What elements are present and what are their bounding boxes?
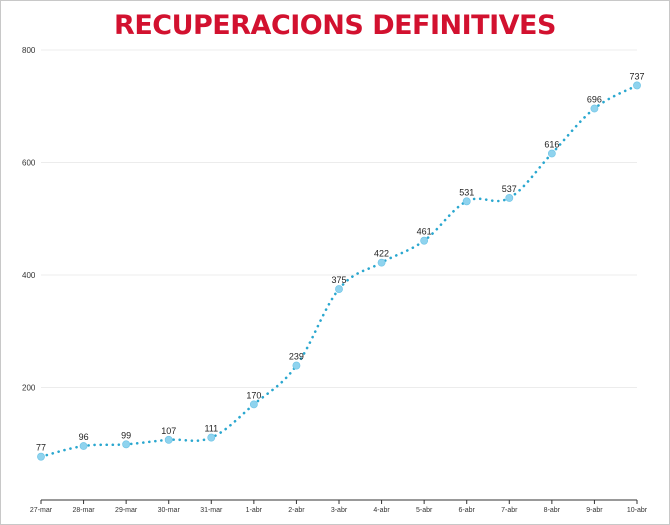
data-point — [249, 400, 258, 409]
data-labels: 77 96 99 107 111 170 239 375 422 461 531 537 616 696 7… — [36, 71, 645, 452]
grid-lines — [41, 49, 637, 388]
data-points — [37, 81, 641, 461]
data-label: 96 — [79, 432, 89, 442]
data-point — [335, 285, 343, 293]
data-label: 111 — [204, 424, 218, 434]
x-tick-label: 6-abr — [459, 507, 476, 514]
data-point — [505, 194, 514, 202]
x-tick-label: 10-abr — [627, 507, 648, 514]
data-label: 696 — [587, 95, 602, 105]
x-tick-label: 31-mar — [200, 507, 223, 514]
data-label: 537 — [502, 184, 517, 194]
data-label: 616 — [544, 140, 559, 150]
data-point — [122, 440, 131, 449]
data-label: 422 — [374, 249, 389, 259]
data-label: 531 — [459, 187, 474, 197]
x-tick-label: 30-mar — [158, 507, 181, 514]
x-tick-label: 7-abr — [501, 507, 518, 514]
y-tick-label: 200 — [22, 384, 36, 393]
y-tick-label: 400 — [22, 271, 36, 280]
x-tick-label: 1-abr — [246, 507, 263, 514]
data-point — [207, 433, 216, 442]
data-point — [462, 197, 471, 206]
data-label: 77 — [36, 443, 46, 453]
x-tick-label: 9-abr — [586, 507, 603, 514]
x-tick-label: 4-abr — [373, 507, 390, 514]
data-label: 375 — [331, 275, 346, 285]
data-point — [164, 435, 173, 444]
x-tick-label: 27-mar — [30, 507, 53, 514]
x-tick-label: 3-abr — [331, 507, 348, 514]
x-tick-label: 28-mar — [72, 507, 95, 514]
axes: 800 600 400 200 27-mar 28-mar 29-mar 30-mar 31-m… — [22, 46, 648, 514]
x-tick-label: 29-mar — [115, 507, 138, 514]
x-tick-label: 5-abr — [416, 507, 433, 514]
x-tick-label: 8-abr — [544, 507, 561, 514]
data-label: 107 — [161, 426, 176, 436]
data-point — [292, 361, 301, 370]
data-label: 170 — [246, 390, 261, 400]
data-label: 461 — [417, 227, 432, 237]
data-point — [377, 258, 386, 267]
x-tick-label: 2-abr — [288, 507, 305, 514]
data-label: 99 — [121, 430, 131, 440]
data-point — [590, 104, 599, 113]
data-label: 239 — [289, 352, 304, 362]
data-point — [79, 442, 88, 450]
data-point — [633, 81, 641, 90]
data-point — [37, 452, 45, 461]
y-tick-label: 600 — [22, 159, 36, 168]
data-point — [420, 236, 429, 245]
data-label: 737 — [629, 71, 644, 81]
chart-title: RECUPERACIONS DEFINITIVES — [114, 10, 556, 41]
y-tick-label: 800 — [22, 46, 36, 55]
data-point — [547, 149, 556, 158]
